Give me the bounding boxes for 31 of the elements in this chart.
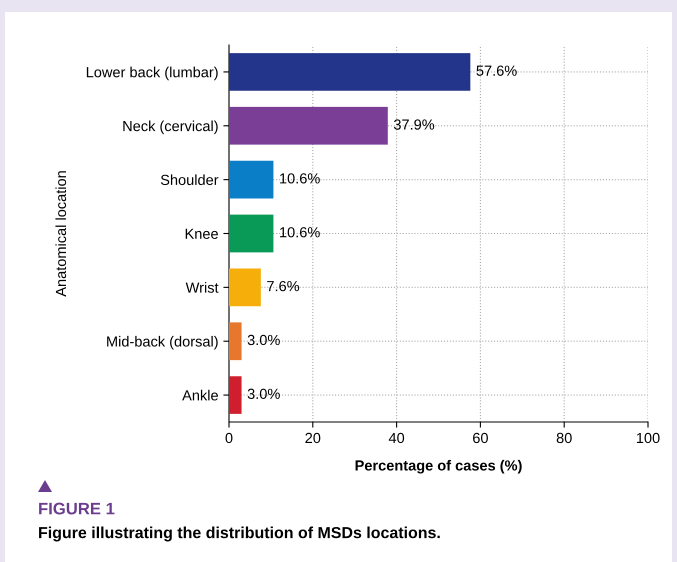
data-label: 10.6% <box>280 173 320 184</box>
data-label: 57.6% <box>476 66 517 76</box>
bar <box>229 106 388 145</box>
y-tick-label: Knee <box>186 228 218 239</box>
x-tick-label: 60 <box>473 432 488 444</box>
data-label: 3.0% <box>248 388 280 399</box>
data-label: 37.9% <box>394 119 434 130</box>
data-label: 7.6% <box>267 280 300 292</box>
y-tick-label: Lower back (lumbar) <box>86 66 218 80</box>
y-tick-label: Shoulder <box>160 174 218 186</box>
bar <box>229 322 242 360</box>
bar <box>229 160 274 198</box>
y-axis-title: Anatomical location <box>55 171 66 297</box>
x-tick-label: 20 <box>305 432 320 444</box>
data-label: 3.0% <box>248 334 280 346</box>
x-tick-label: 0 <box>226 432 232 444</box>
text: Figure illustrating the distribution of MSDs locations. <box>39 526 440 542</box>
bar <box>229 214 274 252</box>
bar <box>229 376 242 414</box>
bar <box>229 53 470 91</box>
data-label: 10.6% <box>280 227 320 238</box>
x-tick-label: 80 <box>556 432 572 444</box>
x-tick-label: 100 <box>636 432 660 444</box>
y-tick-label: Ankle <box>182 390 218 400</box>
bar <box>229 268 261 306</box>
caption: FIGURE 1 <box>39 502 114 514</box>
x-axis-title: Percentage of cases (%) <box>356 460 522 474</box>
y-tick-label: Mid-back (dorsal) <box>107 336 218 350</box>
y-tick-label: Wrist <box>186 282 218 293</box>
x-tick-label: 40 <box>388 432 404 444</box>
y-tick-label: Neck (cervical) <box>123 120 218 134</box>
